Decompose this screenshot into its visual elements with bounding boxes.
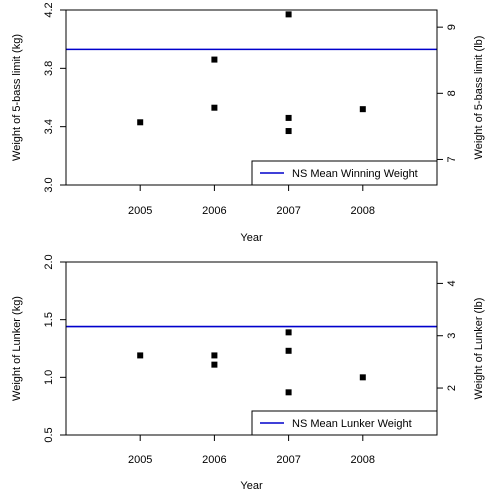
x-tick-label: 2005	[128, 205, 152, 217]
data-point-4	[285, 11, 292, 18]
y-right-tick-label: 2	[446, 385, 458, 391]
data-point-3	[211, 104, 218, 111]
x-tick-label: 2008	[351, 205, 375, 217]
x-tick-label: 2005	[128, 454, 152, 466]
y-tick-label: 1.5	[43, 312, 55, 327]
data-point-7	[359, 106, 366, 113]
x-tick-label: 2007	[276, 205, 300, 217]
data-point-6	[285, 128, 292, 135]
y-right-tick-label: 4	[446, 280, 458, 286]
y-tick-label: 0.5	[43, 427, 55, 442]
x-tick-label: 2007	[276, 454, 300, 466]
y-right-tick-label: 3	[446, 333, 458, 339]
y-tick-label: 3.4	[43, 119, 55, 134]
data-point-6	[285, 389, 292, 396]
data-point-3	[211, 361, 218, 368]
x-axis-title: Year	[240, 480, 263, 491]
data-point-7	[359, 374, 366, 381]
plot-frame	[65, 9, 438, 186]
legend-label: NS Mean Winning Weight	[292, 168, 418, 180]
x-axis-title: Year	[240, 232, 263, 244]
y-tick-label: 4.2	[43, 2, 55, 17]
legend: NS Mean Winning Weight	[251, 160, 438, 186]
y-axis-title: Weight of Lunker (kg)	[11, 296, 23, 401]
y-axis-title: Weight of 5-bass limit (kg)	[11, 34, 23, 161]
data-point-2	[211, 56, 218, 63]
data-point-5	[285, 347, 292, 354]
y-right-tick-label: 8	[446, 90, 458, 96]
y-right-axis-title: Weight of Lunker (lb)	[473, 298, 485, 400]
y-tick-label: 3.8	[43, 61, 55, 76]
legend: NS Mean Lunker Weight	[251, 410, 438, 436]
data-point-5	[285, 114, 292, 121]
chart-panel-2: 2005 2006 2007 2008 0.5 1.0 1.5 2.0 2 3 4 Year Weigh…	[11, 254, 485, 491]
plot-frame	[65, 261, 438, 436]
data-point-2	[211, 352, 218, 359]
legend-label: NS Mean Lunker Weight	[292, 418, 412, 430]
x-tick-label: 2006	[202, 205, 226, 217]
data-point-1	[137, 352, 144, 359]
y-right-tick-label: 7	[446, 156, 458, 162]
y-tick-label: 3.0	[43, 177, 55, 192]
y-tick-label: 1.0	[43, 370, 55, 385]
x-tick-label: 2008	[351, 454, 375, 466]
data-point-4	[285, 329, 292, 336]
data-point-1	[137, 119, 144, 126]
chart-panel-1: 2005 2006 2007 2008 3.0 3.4 3.8 4.2 7 8 9 Year Weigh…	[11, 2, 485, 244]
y-right-axis-title: Weight of 5-bass limit (lb)	[473, 36, 485, 160]
y-tick-label: 2.0	[43, 254, 55, 269]
y-right-tick-label: 9	[446, 24, 458, 30]
x-tick-label: 2006	[202, 454, 226, 466]
